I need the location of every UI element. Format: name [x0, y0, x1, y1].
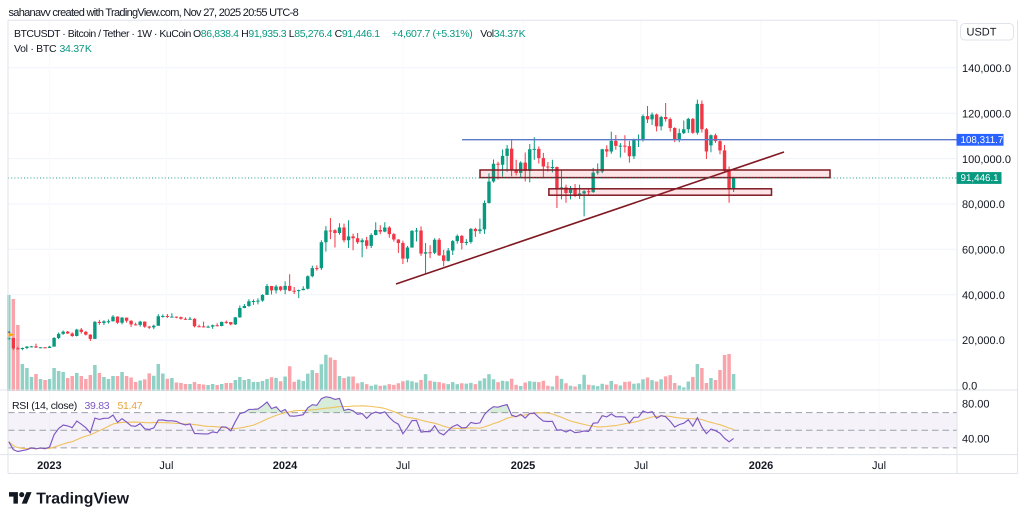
- svg-text:20,000.0: 20,000.0: [962, 335, 1005, 347]
- svg-text:TradingView: TradingView: [36, 491, 129, 508]
- svg-text:80,000.0: 80,000.0: [962, 199, 1005, 211]
- svg-text:40,000.0: 40,000.0: [962, 290, 1005, 302]
- svg-text:140,000.0: 140,000.0: [962, 63, 1011, 75]
- svg-text:2025: 2025: [511, 460, 535, 472]
- svg-text:80.00: 80.00: [962, 398, 990, 410]
- svg-text:91,446.1: 91,446.1: [961, 173, 999, 184]
- svg-text:2023: 2023: [37, 460, 61, 472]
- svg-text:Jul: Jul: [634, 460, 648, 472]
- svg-text:100,000.0: 100,000.0: [962, 154, 1011, 166]
- svg-text:60,000.0: 60,000.0: [962, 245, 1005, 257]
- svg-text:2024: 2024: [273, 460, 298, 472]
- svg-text:Jul: Jul: [396, 460, 410, 472]
- svg-text:Jul: Jul: [872, 460, 886, 472]
- svg-text:120,000.0: 120,000.0: [962, 108, 1011, 120]
- svg-text:40.00: 40.00: [962, 434, 990, 446]
- svg-text:0.0: 0.0: [962, 381, 977, 393]
- svg-text:USDT: USDT: [967, 27, 997, 39]
- svg-text:2026: 2026: [749, 460, 773, 472]
- svg-text:Jul: Jul: [159, 460, 173, 472]
- svg-text:108,311.7: 108,311.7: [961, 135, 1004, 146]
